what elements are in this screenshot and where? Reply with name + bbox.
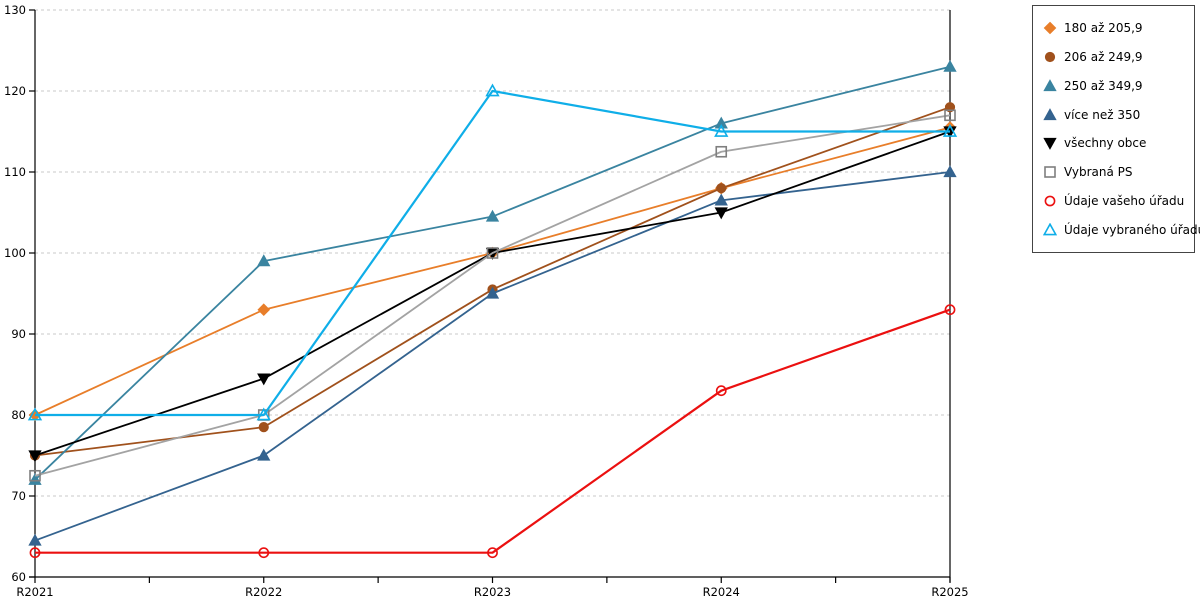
triangle-up-marker-icon	[27, 407, 43, 421]
circle-marker-icon	[715, 385, 727, 397]
circle-marker-icon	[258, 547, 270, 559]
triangle-up-marker-icon	[28, 533, 42, 546]
circle-marker-icon	[258, 422, 269, 433]
series-line	[34, 171, 951, 542]
series-line	[35, 89, 950, 417]
circle-marker-icon	[1044, 51, 1056, 62]
legend-item-0: 180 až 205,9	[1043, 15, 1194, 41]
chart-canvas: 60 70 80 90 100 110 120 130 R2021 R2022 R2023 R2024…	[4, 3, 969, 599]
legend-label: Údaje vašeho úřadu	[1064, 194, 1185, 209]
x-tick-label: R2024	[703, 585, 740, 599]
legend-item-6: Údaje vašeho úřadu	[1043, 188, 1194, 214]
series-line	[34, 114, 951, 477]
circle-marker-icon	[944, 304, 956, 316]
series-3	[28, 165, 957, 546]
legend-label: Údaje vybraného úřadu	[1064, 222, 1200, 237]
y-tick-label: 70	[11, 489, 26, 503]
square-icon	[1044, 166, 1056, 179]
series-line	[34, 126, 951, 416]
x-tick-label: R2023	[474, 585, 511, 599]
legend-item-2: 250 až 349,9	[1043, 73, 1194, 99]
y-tick-label: 100	[4, 246, 26, 260]
series-2	[28, 59, 957, 485]
x-tick-label: R2021	[16, 585, 53, 599]
legend-item-5: Vybraná PS	[1043, 159, 1194, 185]
legend-item-3: více než 350	[1043, 102, 1194, 128]
triangle-up-icon	[1043, 222, 1057, 236]
triangle-down-marker-icon	[714, 207, 728, 220]
triangle-up-marker-icon	[714, 116, 728, 129]
legend-label: všechny obce	[1064, 136, 1147, 151]
diamond-icon	[1043, 21, 1057, 35]
legend-label: více než 350	[1064, 107, 1141, 122]
triangle-up-marker-icon	[485, 209, 500, 222]
triangle-down-icon	[1043, 138, 1057, 151]
triangle-up-marker-icon	[714, 193, 728, 206]
legend-item-1: 206 až 249,9	[1043, 44, 1194, 70]
triangle-down-marker-icon	[28, 450, 42, 463]
circle-marker-icon	[487, 547, 498, 559]
square-marker-icon	[944, 109, 956, 122]
triangle-up-marker-icon	[1043, 107, 1057, 120]
circle-icon	[1044, 51, 1056, 62]
y-tick-label: 110	[4, 165, 26, 179]
triangle-down-marker-icon	[257, 373, 271, 386]
series-7	[27, 83, 958, 421]
x-tick-label: R2025	[931, 585, 968, 599]
series-line	[34, 106, 951, 457]
triangle-down-marker-icon	[1043, 138, 1057, 151]
circle-marker-icon	[1044, 195, 1056, 207]
legend-label: 206 až 249,9	[1064, 49, 1143, 64]
series-line	[35, 308, 951, 554]
triangle-up-marker-icon	[1043, 78, 1057, 91]
legend-label: 250 až 349,9	[1064, 78, 1143, 93]
y-tick-label: 130	[4, 3, 26, 17]
circle-icon	[1044, 195, 1056, 207]
chart-legend: 180 až 205,9 206 až 249,9 250 až 349,9 více…	[1032, 5, 1200, 253]
square-marker-icon	[1044, 166, 1056, 179]
legend-label: Vybraná PS	[1064, 165, 1133, 180]
series-1	[29, 102, 956, 461]
triangle-up-marker-icon	[257, 254, 271, 267]
diamond-marker-icon	[1043, 21, 1057, 35]
legend-item-7: Údaje vybraného úřadu	[1043, 217, 1200, 243]
y-tick-label: 120	[4, 84, 26, 98]
series-6	[29, 304, 956, 559]
triangle-up-icon	[1043, 78, 1057, 91]
square-marker-icon	[715, 145, 728, 158]
circle-marker-icon	[29, 547, 41, 559]
series-0	[28, 121, 957, 422]
y-tick-label: 60	[11, 570, 26, 584]
square-marker-icon	[29, 469, 41, 482]
triangle-up-marker-icon	[943, 165, 957, 178]
axes: 60 70 80 90 100 110 120 130 R2021 R2022 R2023 R2024…	[4, 3, 969, 599]
y-tick-label: 90	[11, 327, 26, 341]
triangle-up-marker-icon	[256, 407, 271, 421]
legend-item-4: všechny obce	[1043, 130, 1194, 156]
square-marker-icon	[486, 247, 499, 259]
triangle-up-marker-icon	[485, 286, 500, 299]
triangle-up-marker-icon	[485, 83, 500, 97]
y-tick-label: 80	[11, 408, 26, 422]
triangle-up-marker-icon	[943, 59, 957, 72]
triangle-up-marker-icon	[28, 472, 42, 485]
circle-marker-icon	[716, 183, 727, 194]
triangle-up-marker-icon	[1043, 222, 1057, 236]
x-tick-label: R2022	[245, 585, 282, 599]
triangle-up-marker-icon	[942, 124, 958, 137]
triangle-up-marker-icon	[714, 124, 729, 137]
legend-label: 180 až 205,9	[1064, 21, 1143, 35]
triangle-up-icon	[1043, 107, 1057, 120]
diamond-marker-icon	[257, 303, 271, 317]
triangle-up-marker-icon	[257, 448, 271, 461]
series-line	[34, 65, 951, 481]
circle-marker-icon	[944, 102, 956, 113]
